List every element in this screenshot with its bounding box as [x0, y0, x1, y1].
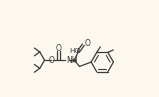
Text: O: O	[84, 39, 90, 48]
Text: O: O	[56, 44, 62, 53]
Text: NH: NH	[67, 56, 78, 65]
Text: HO: HO	[69, 48, 80, 54]
Text: O: O	[48, 56, 54, 65]
